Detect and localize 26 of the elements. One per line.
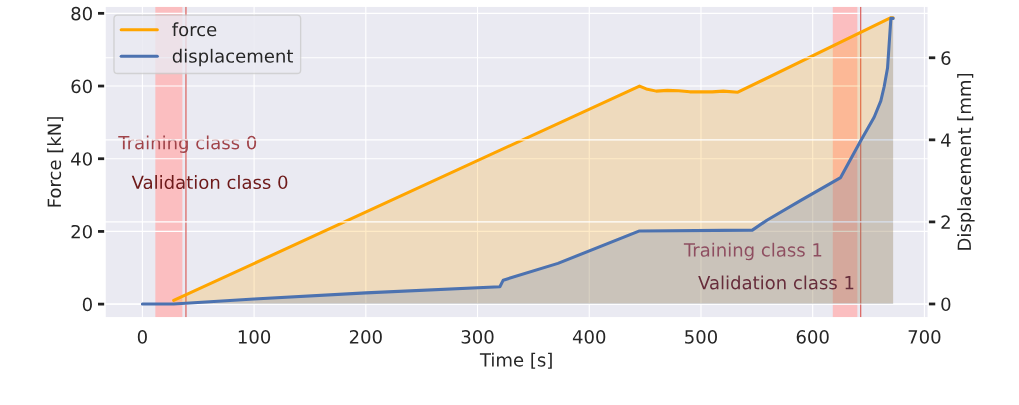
x-tick-label: 700 — [908, 330, 941, 344]
x-tick-label: 600 — [796, 330, 829, 344]
x-tick-label: 300 — [461, 330, 494, 344]
y-tick-label: 0 — [82, 297, 92, 312]
x-tick-label: 200 — [349, 330, 382, 344]
band-label: Training class 0 — [118, 135, 257, 153]
y2-tick-label: 2 — [941, 215, 950, 229]
y-tick-label: 40 — [71, 152, 92, 166]
y2-tick-label: 6 — [941, 51, 951, 65]
y2-tick-label: 0 — [941, 297, 951, 312]
y-tick-label: 80 — [71, 6, 92, 21]
x-axis-title: Time [s] — [479, 352, 552, 369]
legend-label: force — [172, 22, 217, 37]
y2-tick-label: 4 — [941, 133, 951, 147]
band-label: Training class 1 — [683, 242, 822, 261]
y-tick-label: 60 — [71, 79, 92, 94]
x-tick-label: 500 — [685, 330, 717, 344]
y-axis-title: Force [kN] — [47, 117, 64, 207]
ref-line-label: Validation class 1 — [698, 275, 854, 290]
legend-label: displacement — [172, 48, 294, 67]
x-tick-label: 400 — [572, 330, 606, 344]
ref-line-label: Validation class 0 — [131, 175, 288, 190]
x-tick-label: 100 — [238, 330, 271, 344]
y2-axis-title: Displacement [mm] — [957, 73, 975, 250]
x-tick-label: 0 — [137, 330, 147, 344]
y-tick-label: 20 — [71, 224, 92, 239]
